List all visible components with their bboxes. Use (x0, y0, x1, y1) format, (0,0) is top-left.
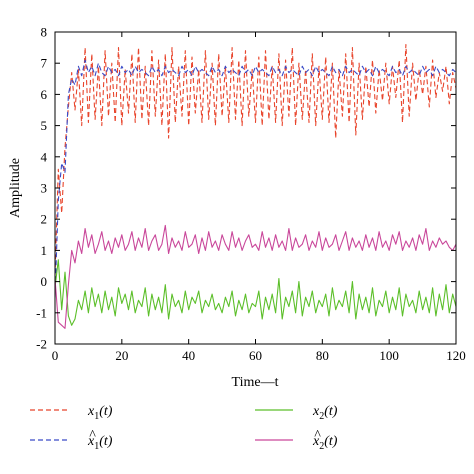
y-tick-label: 0 (41, 274, 48, 289)
x-tick-label: 60 (249, 348, 262, 363)
y-tick-label: -2 (36, 337, 47, 352)
series-line-3 (55, 259, 456, 326)
plot-frame (54, 31, 457, 345)
x-tick-label: 120 (446, 348, 466, 363)
y-tick-label: 2 (41, 212, 48, 227)
y-tick-label: 6 (41, 87, 48, 102)
legend-label-1: x1(t) (87, 404, 113, 422)
series-line-4 (55, 224, 456, 329)
legend-hat: ^ (89, 428, 96, 443)
y-tick-label: 7 (41, 56, 48, 71)
y-tick-label: 4 (41, 149, 48, 164)
x-tick-label: 100 (379, 348, 399, 363)
y-axis-label: Amplitude (8, 158, 23, 218)
legend-label-3: x2(t) (312, 404, 338, 422)
legend-hat: ^ (314, 428, 321, 443)
axis-ticks: 0 20 40 60 80 100 120 -2 -1 0 1 2 3 4 5 6 7 8 (36, 25, 466, 364)
x-tick-label: 0 (52, 348, 59, 363)
series-line-2 (55, 59, 456, 298)
legend: x1(t)^x1(t)x2(t)^x2(t) (30, 404, 338, 452)
y-tick-label: 3 (41, 181, 48, 196)
y-tick-label: 5 (41, 118, 48, 133)
y-tick-label: 8 (41, 25, 48, 40)
series-layer (55, 43, 456, 329)
legend-label-2: x1(t) (87, 434, 113, 452)
x-axis-label: Time—t (232, 375, 279, 390)
legend-label-4: x2(t) (312, 434, 338, 452)
series-line-1 (55, 43, 456, 276)
y-tick-label: 1 (41, 243, 48, 258)
x-tick-label: 40 (182, 348, 195, 363)
x-tick-label: 80 (316, 348, 329, 363)
y-tick-label: -1 (36, 305, 47, 320)
x-tick-label: 20 (115, 348, 128, 363)
